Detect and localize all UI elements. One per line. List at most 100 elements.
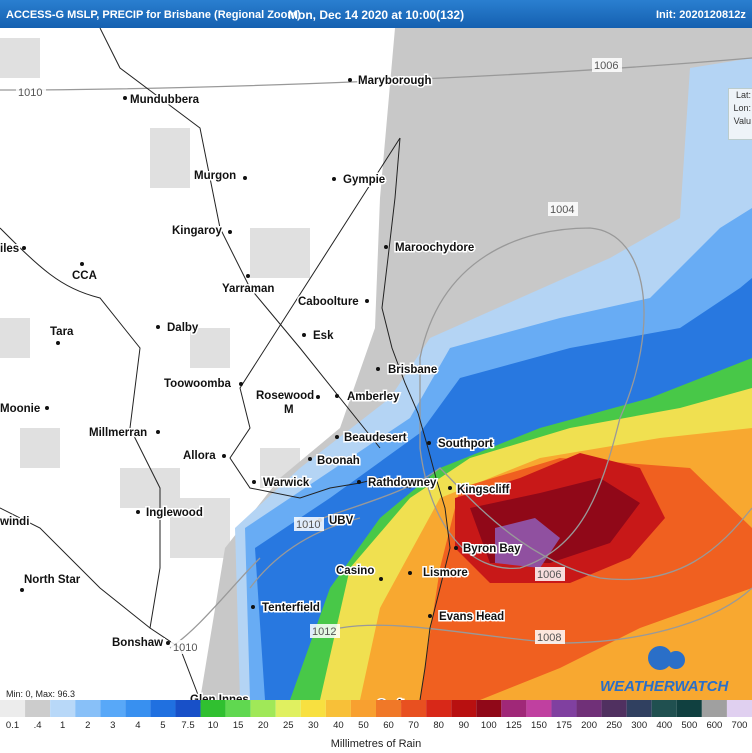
legend-swatch (526, 700, 552, 717)
isobar-label: 1006 (537, 569, 561, 581)
legend-label-bg (426, 717, 452, 731)
place-label: North Star (24, 574, 81, 586)
isobar-label: 1004 (550, 204, 574, 216)
legend-swatch (476, 700, 502, 717)
place-label: Lismore (423, 567, 468, 579)
place-dot (365, 299, 369, 303)
place-dot (357, 480, 361, 484)
place-label: windi (0, 516, 29, 528)
legend-swatch (225, 700, 251, 717)
legend-label-bg (125, 717, 151, 731)
info-value: Valu (733, 116, 751, 126)
place-dot (454, 546, 458, 550)
place-label: Caboolture (298, 296, 359, 308)
gray-blocks (0, 38, 310, 558)
place-label: Tenterfield (262, 602, 320, 614)
legend-swatch (451, 700, 477, 717)
legend-label: 80 (433, 720, 444, 731)
legend-label: 400 (656, 720, 672, 731)
legend-label: .4 (34, 720, 42, 731)
legend-label-bg (0, 717, 26, 731)
place-label: Millmerran (89, 427, 147, 439)
valid-time: Mon, Dec 14 2020 at 10:00(132) (288, 8, 465, 22)
place-dot (228, 230, 232, 234)
place-label: Toowoomba (164, 378, 231, 390)
legend-swatch (125, 700, 151, 717)
legend-label: 600 (706, 720, 722, 731)
place-label: Mundubbera (130, 94, 200, 106)
place-label: Moonie (0, 403, 40, 415)
watermark: WEATHERWATCH (600, 678, 729, 695)
place-label: UBV (329, 515, 354, 527)
legend-label-bg (576, 717, 602, 731)
place-label: Dalby (167, 322, 199, 334)
place-dot (316, 395, 320, 399)
legend-label-bg (200, 717, 226, 731)
place-dot (123, 96, 127, 100)
isobar-label-box (548, 202, 578, 216)
legend-swatch (676, 700, 702, 717)
place-label: iles (0, 243, 19, 255)
place-dot (332, 177, 336, 181)
legend-label: 20 (258, 720, 269, 731)
legend-label-bg (175, 717, 201, 731)
legend-swatch (576, 700, 602, 717)
legend-label: 4 (135, 720, 140, 731)
place-label: Boonah (317, 455, 360, 467)
legend-label: 200 (581, 720, 597, 731)
place-dot (56, 341, 60, 345)
info-lon: Lon: (733, 103, 751, 113)
legend-label-bg (75, 717, 101, 731)
place-dot (80, 262, 84, 266)
place-dot (222, 454, 226, 458)
place-label: Esk (313, 330, 334, 342)
place-label: Inglewood (146, 507, 203, 519)
isobar-label-box (310, 624, 340, 638)
legend-label: 90 (458, 720, 469, 731)
legend-swatch (551, 700, 577, 717)
legend-swatch (100, 700, 126, 717)
place-dot (428, 614, 432, 618)
legend-label: 50 (358, 720, 369, 731)
place-label: Allora (183, 450, 216, 462)
legend-label: 0.1 (6, 720, 19, 731)
legend-label: 300 (631, 720, 647, 731)
place-label: Kingaroy (172, 225, 222, 237)
legend-swatch (250, 700, 276, 717)
place-dot (308, 457, 312, 461)
legend-label-bg (225, 717, 251, 731)
place-label: Southport (438, 438, 493, 450)
legend-label-bg (325, 717, 351, 731)
legend-swatch (200, 700, 226, 717)
isobar-label: 1006 (594, 60, 618, 72)
legend-label: 700 (732, 720, 748, 731)
place-dot (348, 78, 352, 82)
place-label: Murgon (194, 170, 236, 182)
legend-swatch (401, 700, 427, 717)
isobar-label: 1010 (18, 87, 42, 99)
legend-swatch (175, 700, 201, 717)
legend-swatch (626, 700, 652, 717)
min-max: Min: 0, Max: 96.3 (6, 689, 75, 699)
isobar-label: 1012 (312, 626, 336, 638)
legend-label: 500 (681, 720, 697, 731)
legend-label-bg (476, 717, 502, 731)
legend-label-bg (25, 717, 51, 731)
legend-label-bg (275, 717, 301, 731)
legend-label-bg (50, 717, 76, 731)
isobars (0, 57, 752, 649)
header-bar: ACCESS-G MSLP, PRECIP for Brisbane (Regi… (0, 0, 752, 28)
place-label: M (284, 404, 294, 416)
place-dot (239, 382, 243, 386)
legend-label-bg (651, 717, 677, 731)
place-label: Amberley (347, 391, 400, 403)
legend-label: 175 (556, 720, 572, 731)
legend-label: 7.5 (181, 720, 194, 731)
legend-label-bg (300, 717, 326, 731)
place-dot (166, 641, 170, 645)
info-lat: Lat: (735, 90, 751, 100)
legend-label: 250 (606, 720, 622, 731)
weatherwatch-logo: WEATHERWATCH (600, 646, 729, 695)
place-label: Rathdowney (368, 477, 437, 489)
